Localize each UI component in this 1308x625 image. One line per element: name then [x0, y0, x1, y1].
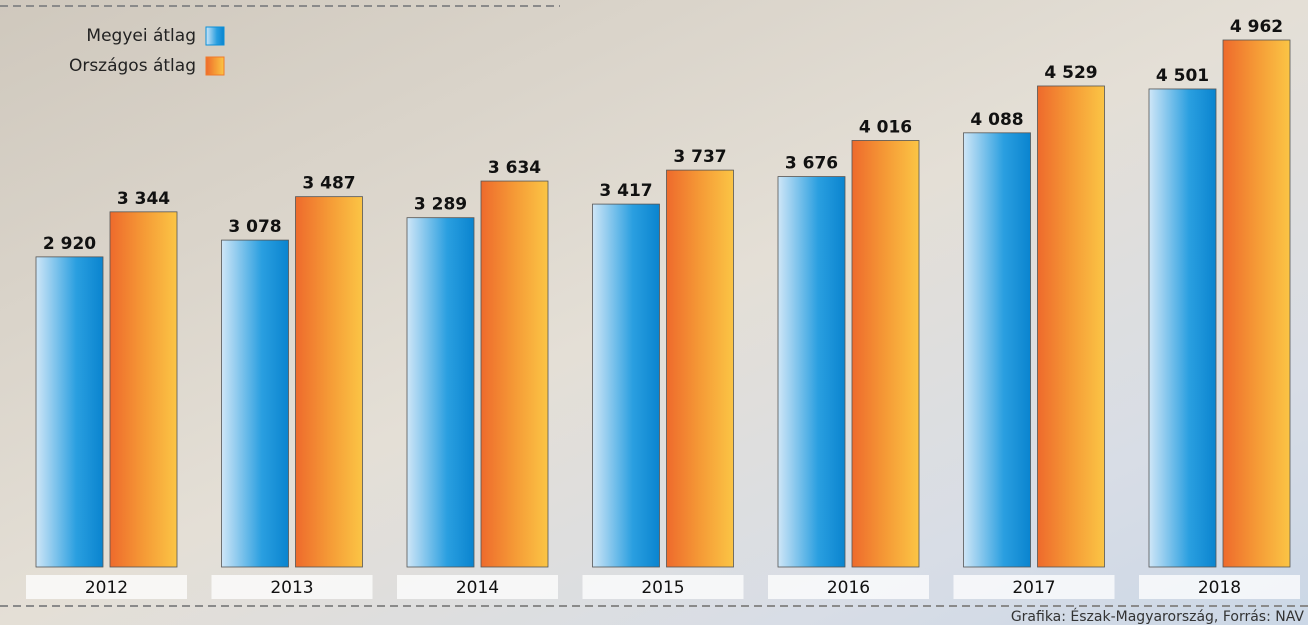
bar [593, 204, 660, 567]
value-label: 4 088 [970, 110, 1023, 130]
source: Grafika: Észak-Magyarország, Forrás: NAV [1011, 608, 1305, 625]
bar [481, 181, 548, 567]
value-label: 3 634 [488, 158, 541, 178]
x-tick-label: 2017 [1012, 578, 1055, 598]
x-tick-label: 2013 [270, 578, 313, 598]
bar [1038, 86, 1105, 567]
value-label: 2 920 [43, 234, 96, 254]
bar [964, 133, 1031, 567]
value-label: 3 344 [117, 189, 170, 209]
bar [667, 170, 734, 567]
bar [778, 177, 845, 567]
value-label: 3 417 [599, 181, 652, 201]
bar [1223, 40, 1290, 567]
legend-label: Országos átlag [69, 56, 196, 76]
value-label: 3 737 [673, 147, 726, 167]
legend-label: Megyei átlag [86, 26, 196, 46]
value-label: 4 962 [1230, 17, 1283, 37]
bar [1149, 89, 1216, 567]
bar [296, 197, 363, 567]
x-tick-label: 2016 [827, 578, 870, 598]
value-label: 3 078 [228, 217, 281, 237]
bar [222, 240, 289, 567]
legend-swatch [206, 57, 224, 75]
value-label: 3 289 [414, 195, 467, 215]
x-tick-label: 2014 [456, 578, 499, 598]
value-label: 3 487 [302, 174, 355, 194]
value-label: 4 016 [859, 117, 912, 137]
bar [852, 140, 919, 567]
legend-swatch [206, 27, 224, 45]
value-label: 4 529 [1044, 63, 1097, 83]
bar [36, 257, 103, 567]
x-tick-label: 2018 [1198, 578, 1241, 598]
bar [110, 212, 177, 567]
bar [407, 218, 474, 567]
x-tick-label: 2015 [641, 578, 684, 598]
value-label: 4 501 [1156, 66, 1209, 86]
value-label: 3 676 [785, 154, 838, 174]
chart: Grafika: Észak-Magyarország, Forrás: NAV… [0, 0, 1308, 625]
x-tick-label: 2012 [85, 578, 128, 598]
